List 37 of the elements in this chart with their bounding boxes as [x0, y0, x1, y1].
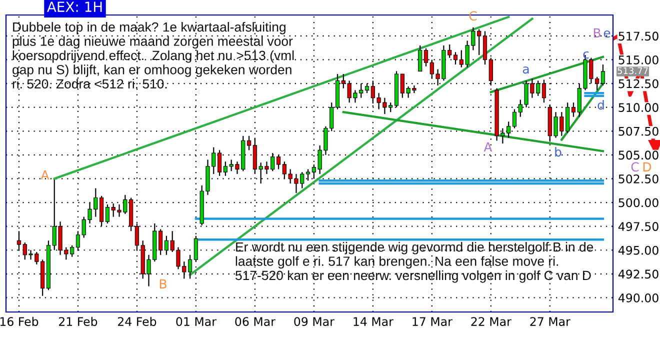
text: C	[631, 162, 639, 172]
x-tick-label: 22 Mar	[471, 317, 512, 326]
annotation: Dubbele top in de maak? 1e kwartaal-afsluiting plus 1e dag nieuwe maand zorgen meestal voor koersopdrijvend effect. Zolang het nu >513 (vml gap nu S) blijft, kan er omhoog gekeken worden ri. 520. Zodra <512 ri. 510.	[12, 22, 294, 89]
y-tick-label: 500.00	[618, 198, 658, 208]
y-tick-label: 495.00	[618, 246, 658, 255]
x-tick-label: 27 Mar	[530, 317, 570, 326]
y-tick-label: 510.00	[618, 103, 658, 112]
y-tick-label: 492.50	[618, 270, 658, 279]
y-tick-label: 502.50	[618, 174, 658, 184]
annotation: A	[40, 170, 50, 180]
annotation: B	[160, 279, 166, 288]
y-tick-label: 517.50	[618, 32, 658, 41]
x-tick-label: 21 Feb	[58, 316, 98, 326]
y-tick-label: 505.00	[618, 150, 658, 160]
y-tick-label: 512.50	[618, 79, 658, 88]
annotation: Er wordt nu een stijgende wig gevormd die herstelgolf B in de laatste golf e ri. 517 kan brengen. Na een false move ri. 517-520 kan er een neerw. versnelling volgen in golf C van D	[236, 242, 594, 283]
annotation: B	[594, 28, 600, 38]
annotation: c	[583, 51, 589, 59]
x-tick-label: 24 Feb	[118, 316, 156, 326]
text: 513.77	[618, 67, 648, 74]
text: D	[643, 162, 652, 172]
y-tick-label: 497.50	[618, 222, 658, 231]
x-tick-label: 01 Mar	[176, 317, 216, 326]
y-tick-label: 515.00	[618, 55, 658, 64]
annotation: d	[598, 100, 604, 110]
annotation: A	[484, 142, 492, 152]
x-tick-label: 09 Mar	[294, 317, 334, 326]
x-tick-label: 17 Mar	[412, 317, 452, 326]
y-tick-label: 490.00	[618, 293, 658, 302]
x-tick-label: 06 Mar	[235, 317, 276, 326]
x-tick-label: 14 Mar	[354, 317, 394, 326]
annotation: a	[522, 66, 529, 74]
y-tick-label: 507.50	[618, 126, 658, 136]
x-tick-label: 16 Feb	[0, 316, 38, 326]
annotation: b	[555, 146, 562, 157]
chart-title: AEX: 1H	[47, 2, 102, 12]
annotation: e	[604, 30, 610, 38]
